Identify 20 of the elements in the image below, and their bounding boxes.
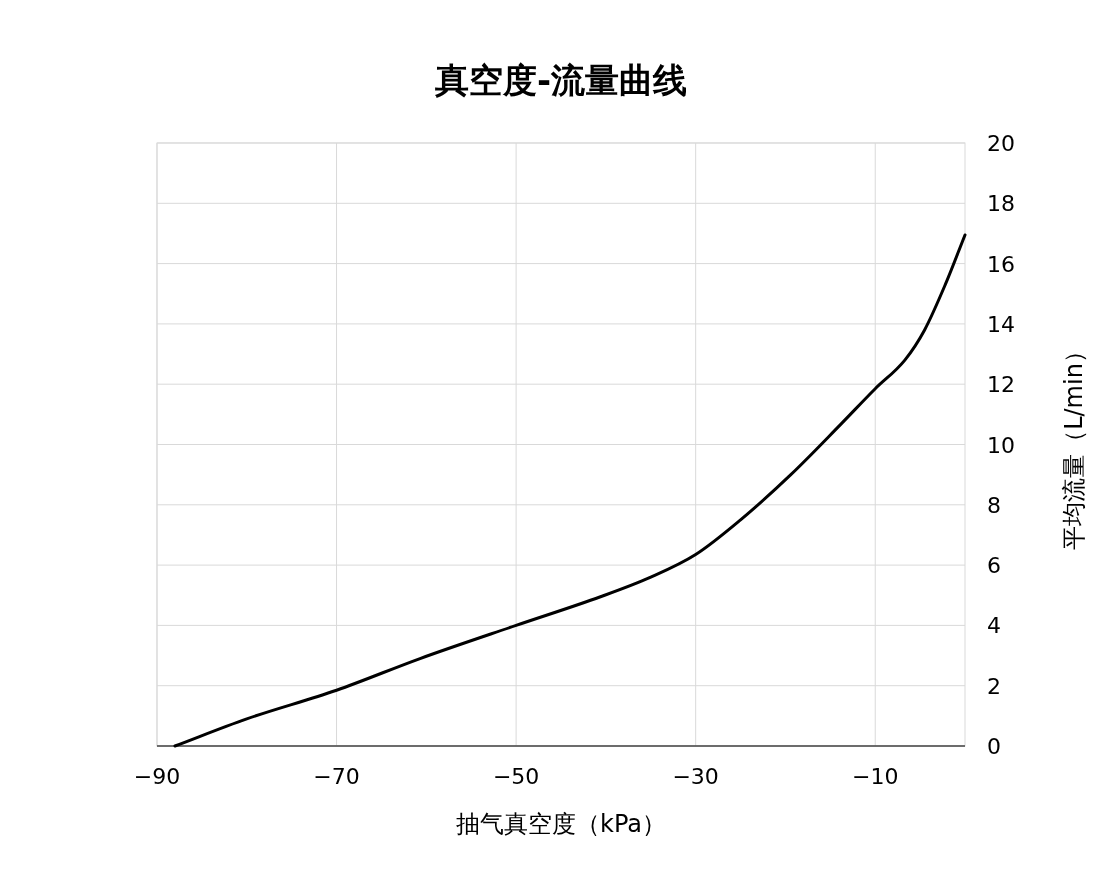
x-tick-label: −10 [852,764,899,789]
y-tick-label: 4 [987,613,1001,639]
y-tick-label: 2 [987,673,1001,699]
y-tick-label: 14 [987,311,1015,337]
x-axis-title: 抽气真空度（kPa） [456,810,666,838]
y-tick-label: 16 [987,251,1015,277]
x-tick-label: −90 [133,764,181,789]
y-tick-label: 18 [987,191,1015,217]
y-tick-label: 0 [987,734,1001,759]
y-axis-title: 平均流量（L/min） [1060,339,1088,550]
y-tick-label: 8 [987,492,1001,518]
x-tick-label: −70 [313,764,360,789]
y-tick-label: 20 [987,131,1015,156]
x-tick-label: −50 [492,764,540,789]
y-tick-label: 10 [987,432,1015,458]
line-series [173,233,967,748]
y-tick-label: 12 [987,372,1015,398]
x-tick-label: −30 [672,764,719,789]
y-tick-label: 6 [987,553,1001,579]
chart-title: 真空度-流量曲线 [433,60,688,100]
